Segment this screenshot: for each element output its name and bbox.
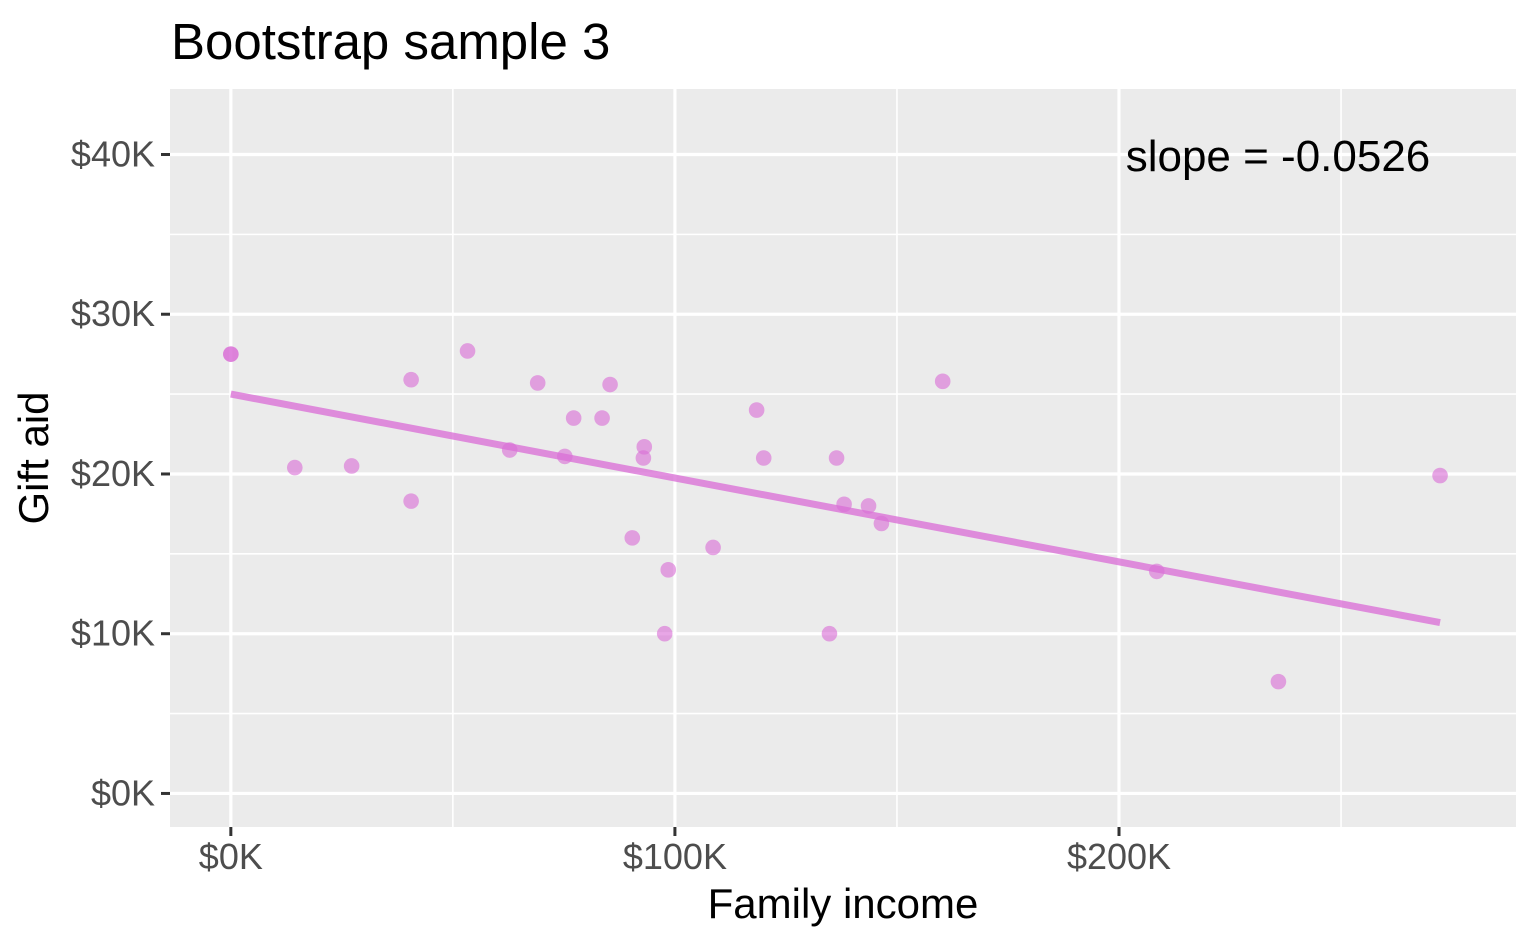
- data-point: [529, 375, 546, 391]
- y-tick-label: $40K: [71, 133, 155, 174]
- slope-annotation: slope = -0.0526: [1125, 132, 1431, 181]
- data-point: [755, 450, 772, 466]
- chart-title: Bootstrap sample 3: [171, 13, 611, 70]
- y-tick-label: $10K: [71, 613, 155, 654]
- y-tick-label: $0K: [91, 772, 155, 813]
- data-point: [1270, 673, 1287, 690]
- x-tick-label: $200K: [1067, 836, 1171, 877]
- data-point: [748, 402, 765, 418]
- data-point: [705, 539, 721, 556]
- y-tick-label: $30K: [71, 293, 155, 334]
- data-point: [501, 442, 518, 458]
- data-point: [635, 450, 652, 466]
- data-point: [565, 410, 582, 426]
- data-point: [934, 373, 951, 390]
- data-point: [286, 459, 303, 476]
- data-point: [343, 458, 360, 474]
- data-point: [1432, 467, 1448, 484]
- data-point: [873, 515, 890, 532]
- data-point: [594, 410, 610, 426]
- y-tick-label: $20K: [71, 453, 155, 494]
- data-point: [459, 343, 476, 359]
- trend-line: [230, 390, 1441, 626]
- data-point: [1148, 563, 1165, 580]
- data-point: [636, 439, 653, 455]
- data-point: [556, 448, 573, 465]
- data-point: [403, 371, 419, 388]
- data-point: [624, 530, 641, 546]
- y-axis-title: Gift aid: [10, 391, 57, 525]
- data-point: [860, 498, 877, 514]
- x-tick-label: $0K: [199, 836, 263, 877]
- data-point: [821, 625, 838, 642]
- data-point: [602, 376, 618, 393]
- x-axis-title: Family income: [707, 880, 979, 927]
- x-tick-label: $100K: [623, 836, 727, 877]
- data-point: [828, 450, 845, 466]
- data-point: [656, 625, 673, 642]
- data-point: [660, 562, 677, 578]
- data-point: [403, 493, 419, 509]
- data-point: [223, 346, 239, 362]
- data-point: [836, 496, 852, 513]
